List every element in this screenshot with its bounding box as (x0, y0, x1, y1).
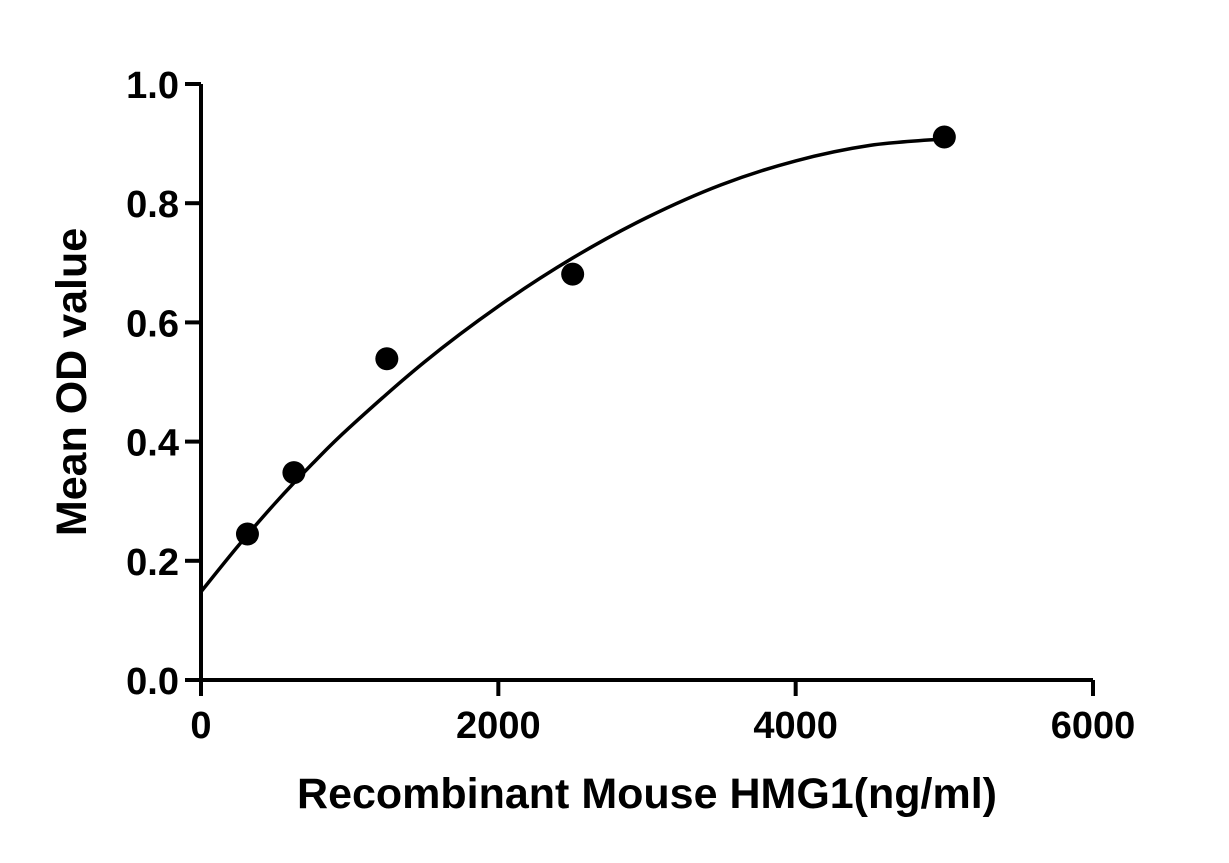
x-axis-ticks: 0 2000 4000 6000 (190, 680, 1135, 747)
data-point (282, 461, 306, 485)
data-point (561, 262, 585, 286)
y-tick-label: 1.0 (126, 65, 179, 107)
axes (199, 84, 1093, 682)
fit-curve-line (199, 137, 945, 593)
data-point (375, 347, 399, 371)
y-axis-title: Mean OD value (48, 228, 96, 536)
y-axis-ticks: 0.0 0.2 0.4 0.6 0.8 1.0 (126, 65, 201, 703)
y-tick-label: 0.6 (126, 303, 179, 345)
y-tick-label: 0.0 (126, 661, 179, 703)
data-point (932, 125, 956, 149)
x-tick-label: 6000 (1051, 705, 1136, 747)
x-tick-label: 0 (190, 705, 211, 747)
y-tick-label: 0.4 (126, 423, 179, 465)
y-tick-label: 0.2 (126, 542, 179, 584)
y-tick-label: 0.8 (126, 184, 179, 226)
data-points (235, 125, 956, 546)
x-tick-label: 4000 (753, 705, 838, 747)
data-point (235, 522, 259, 546)
x-tick-label: 2000 (456, 705, 541, 747)
x-axis-title: Recombinant Mouse HMG1(ng/ml) (297, 770, 997, 818)
